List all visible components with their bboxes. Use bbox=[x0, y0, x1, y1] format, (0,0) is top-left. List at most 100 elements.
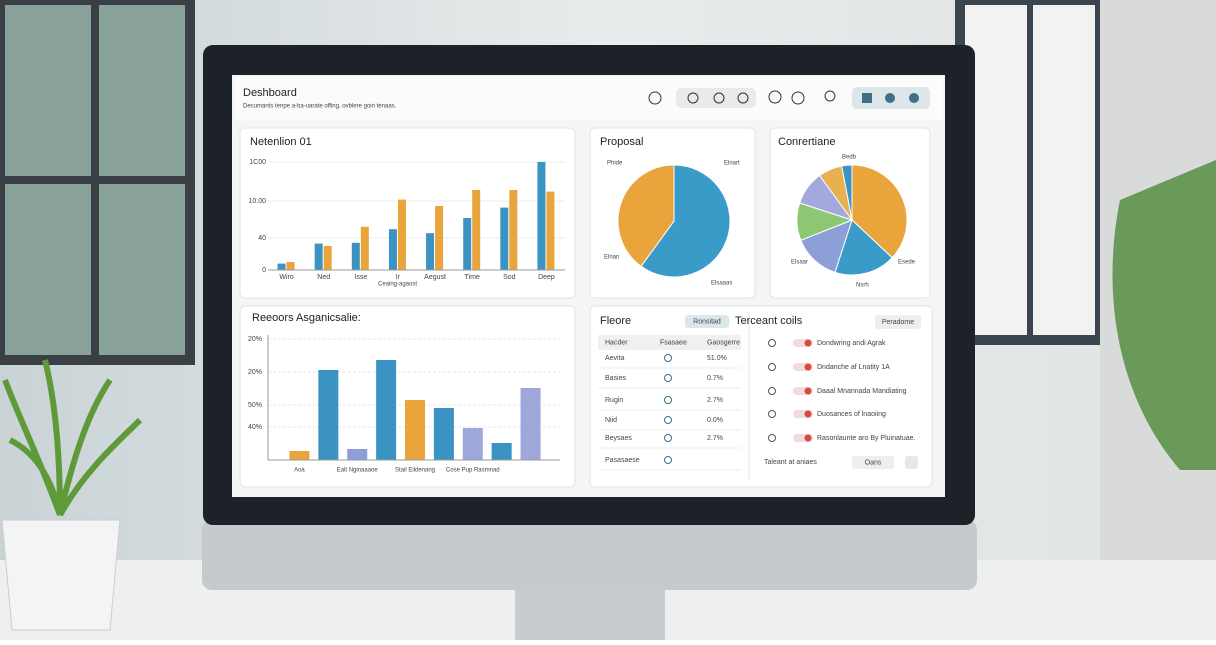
bar bbox=[376, 360, 397, 460]
x-axis-label: Ceaing-agaost bbox=[378, 282, 417, 288]
item-label: Dndanche af Lnatity 1A bbox=[817, 364, 890, 371]
bar bbox=[509, 190, 518, 270]
row-value: 51.0% bbox=[707, 355, 727, 362]
row-value: 2.7% bbox=[707, 397, 723, 404]
legend-label: Elnart bbox=[724, 161, 740, 167]
toggle-dot bbox=[804, 339, 812, 347]
row-value: 0.0% bbox=[707, 417, 723, 424]
subtitle: Decumants tenpe a-ba-uarate offing, ovbl… bbox=[243, 104, 397, 110]
icon[interactable] bbox=[791, 91, 805, 105]
y-tick-label: 50% bbox=[248, 402, 262, 409]
y-tick-label: 1C00 bbox=[249, 159, 266, 166]
panel-title: Terceant coils bbox=[735, 315, 803, 327]
bar bbox=[347, 449, 368, 460]
button[interactable] bbox=[685, 315, 729, 328]
item-label: Duosances of lnaoiing bbox=[817, 411, 886, 418]
icon[interactable] bbox=[648, 91, 662, 105]
icon-group[interactable] bbox=[676, 88, 756, 108]
bar bbox=[491, 443, 512, 460]
bar bbox=[546, 191, 555, 270]
row-label: Beysaes bbox=[605, 435, 632, 442]
bar bbox=[472, 190, 481, 270]
badge-label[interactable]: Peradome bbox=[882, 319, 914, 326]
row-icon bbox=[664, 416, 672, 424]
bar bbox=[397, 199, 406, 270]
row-value: 2.7% bbox=[707, 435, 723, 442]
x-tick-label: Wiro bbox=[279, 274, 293, 281]
pie-slice bbox=[851, 164, 908, 259]
bar bbox=[289, 451, 310, 460]
title: Deshboard bbox=[243, 87, 297, 99]
toggle-dot bbox=[804, 363, 812, 371]
column-header: Fsasaee bbox=[660, 339, 687, 346]
item-icon bbox=[768, 363, 776, 371]
panel-title: Reeoors Asganicsalie: bbox=[252, 312, 361, 324]
window-left bbox=[0, 0, 195, 365]
y-tick-label: 40% bbox=[248, 424, 262, 431]
row-icon bbox=[664, 456, 672, 464]
row-label: Pasasaese bbox=[605, 457, 640, 464]
panel-title: Proposal bbox=[600, 136, 643, 148]
legend-label: Elnan bbox=[604, 255, 619, 261]
bar bbox=[314, 243, 323, 270]
item-icon bbox=[768, 387, 776, 395]
pie-slice bbox=[841, 164, 853, 221]
legend-label: Elsaaas bbox=[711, 281, 732, 287]
item-icon bbox=[768, 434, 776, 442]
row-icon bbox=[664, 354, 672, 362]
item-icon bbox=[768, 410, 776, 418]
x-tick-label: Ned bbox=[317, 274, 330, 281]
row-label: Aevita bbox=[605, 355, 625, 362]
bar bbox=[462, 428, 483, 460]
y-tick-label: 20% bbox=[248, 336, 262, 343]
badge[interactable] bbox=[875, 315, 921, 329]
row-label: Basies bbox=[605, 375, 627, 382]
panels bbox=[239, 127, 933, 488]
item-label: Rasonlaunte aro By Pluinatuae. bbox=[817, 435, 916, 442]
panel-title: Conrertiane bbox=[778, 136, 835, 148]
bar bbox=[520, 388, 541, 460]
x-tick-label: Cose Pup Rasmnad bbox=[446, 468, 500, 474]
toggle-dot bbox=[804, 387, 812, 395]
legend-label: Nsrh bbox=[856, 283, 869, 289]
bar bbox=[286, 262, 295, 270]
next-button[interactable] bbox=[905, 456, 918, 469]
y-tick-label: 0 bbox=[262, 267, 266, 274]
row-icon bbox=[664, 374, 672, 382]
row-icon bbox=[664, 396, 672, 404]
panel-title: Netenlion 01 bbox=[250, 136, 312, 148]
icon[interactable] bbox=[824, 90, 836, 102]
row-label: Niid bbox=[605, 417, 617, 424]
y-tick-label: 40 bbox=[258, 235, 266, 242]
bar bbox=[463, 218, 472, 270]
pie-slice bbox=[834, 219, 893, 276]
button-label[interactable]: Oans bbox=[865, 459, 882, 466]
header: Deshboard Decumants tenpe a-ba-uarate of… bbox=[235, 76, 943, 120]
bar bbox=[433, 408, 454, 460]
item-label: Daaal Mnannada Mandiating bbox=[817, 388, 907, 395]
x-tick-label: Stail Eildenang bbox=[395, 468, 435, 474]
y-tick-label: 20% bbox=[248, 369, 262, 376]
x-tick-label: Ir bbox=[396, 274, 401, 281]
button-label[interactable]: Ronsitad bbox=[693, 318, 721, 325]
button[interactable] bbox=[852, 456, 894, 469]
item-icon bbox=[768, 339, 776, 347]
bar bbox=[435, 206, 444, 270]
panel-title: Fleore bbox=[600, 315, 631, 327]
icon[interactable] bbox=[768, 90, 782, 104]
x-tick-label: Aoa bbox=[294, 468, 305, 474]
legend-label: Phide bbox=[607, 161, 623, 167]
toggle-dot bbox=[804, 434, 812, 442]
plant bbox=[1, 160, 1216, 631]
x-tick-label: Time bbox=[465, 274, 480, 281]
legend-label: Elsaar bbox=[791, 260, 808, 266]
legend-label: Esede bbox=[898, 260, 916, 266]
bar bbox=[388, 229, 397, 270]
table-header bbox=[598, 335, 741, 350]
pie-slice bbox=[640, 164, 731, 278]
row-value: 0.7% bbox=[707, 375, 723, 382]
x-tick-label: Sod bbox=[503, 274, 516, 281]
row-icon bbox=[664, 434, 672, 442]
bar bbox=[318, 370, 339, 460]
pie-slice bbox=[617, 164, 675, 268]
